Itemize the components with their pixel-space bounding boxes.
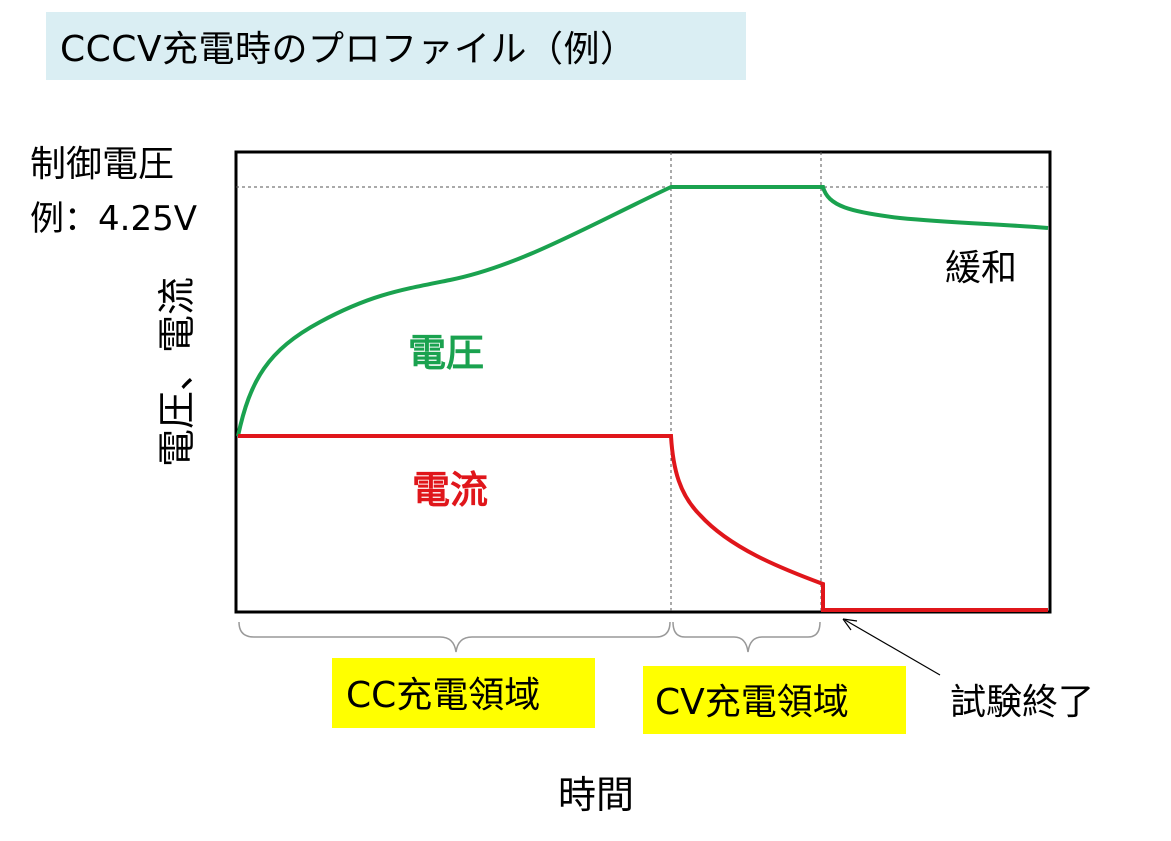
plot-frame [234,150,1052,614]
test-end-arrowhead [842,618,858,631]
voltage-label: 電圧 [408,331,484,375]
x-axis-label: 時間 [558,773,634,817]
test-end-label: 試験終了 [950,682,1094,723]
cv-region-brace [672,621,821,653]
current-curve [238,434,1048,612]
title-banner: CCCV充電時のプロファイル（例） [46,12,746,80]
y-axis-label: 電圧、電流 [155,277,199,467]
voltage-curve [236,185,1049,437]
page-title: CCCV充電時のプロファイル（例） [60,29,637,70]
cv-region-label: CV充電領域 [655,682,849,723]
cv-region-highlight [643,666,906,734]
cc-region-highlight [332,658,595,728]
relaxation-label: 緩和 [945,248,1017,289]
control-voltage-label: 制御電圧 [30,144,174,185]
cc-region-brace [238,621,671,653]
control-voltage-example: 例：4.25V [30,199,197,239]
test-end-arrow-line [844,619,941,676]
current-label: 電流 [412,468,488,512]
cc-region-label: CC充電領域 [346,675,540,716]
